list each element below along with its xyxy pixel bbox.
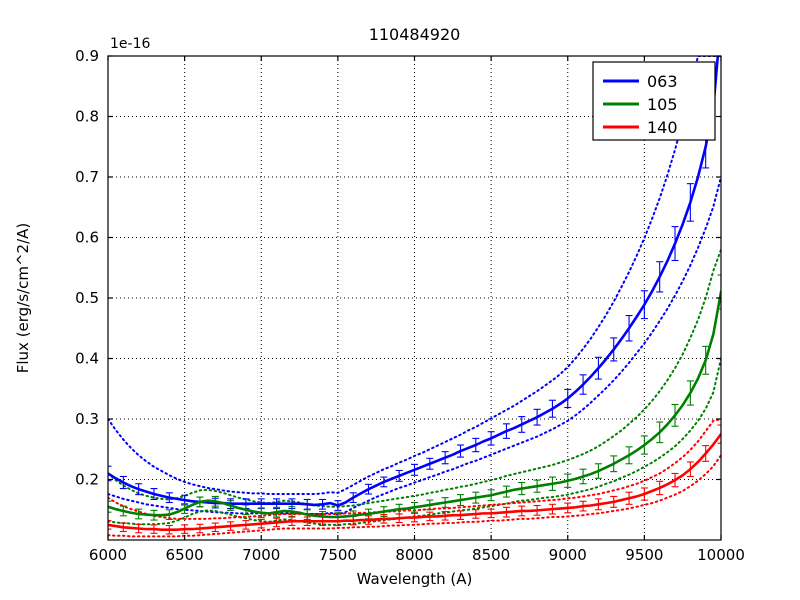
- axis-tick-labels: 6000 6500 7000 7500 8000 8500 9000 9500 10000 0.2…: [75, 47, 745, 564]
- x-tick-label: 8000: [395, 546, 433, 564]
- y-tick-label: 0.7: [75, 168, 99, 186]
- x-tick-label: 6500: [166, 546, 204, 564]
- y-tick-label: 0.9: [75, 47, 99, 65]
- data-series: [108, 56, 721, 532]
- series-line-063: [108, 56, 720, 507]
- x-tick-label: 9500: [625, 546, 663, 564]
- series-line-140: [108, 432, 721, 532]
- legend[interactable]: 063 105 140: [592, 61, 716, 141]
- y-tick-label: 0.8: [75, 108, 99, 126]
- y-tick-label: 0.4: [75, 350, 99, 368]
- y-tick-label: 0.5: [75, 289, 99, 307]
- legend-label-063: 063: [647, 72, 678, 91]
- y-tick-label: 0.3: [75, 410, 99, 428]
- error-bars: [108, 125, 721, 535]
- page-title: 110484920: [369, 25, 461, 44]
- x-tick-label: 7500: [319, 546, 357, 564]
- x-tick-label: 6000: [89, 546, 127, 564]
- y-tick-label: 0.6: [75, 229, 99, 247]
- y-axis-offset-label: 1e-16: [110, 36, 150, 52]
- y-tick-label: 0.2: [75, 471, 99, 489]
- x-tick-label: 7000: [242, 546, 280, 564]
- x-axis-label: Wavelength (A): [357, 570, 473, 588]
- axes-frame: [107, 55, 722, 541]
- series-line-105: [108, 290, 721, 519]
- y-axis-label: Flux (erg/s/cm^2/A): [14, 223, 32, 374]
- legend-label-105: 105: [647, 95, 678, 114]
- x-tick-label: 8500: [472, 546, 510, 564]
- x-tick-label: 9000: [549, 546, 587, 564]
- legend-label-140: 140: [647, 118, 678, 137]
- x-tick-label: 10000: [697, 546, 745, 564]
